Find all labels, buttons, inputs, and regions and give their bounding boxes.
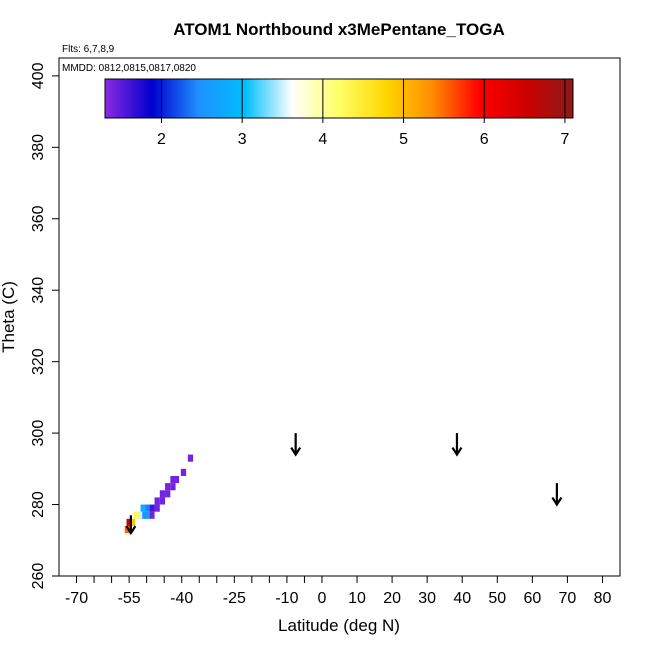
x-tick-label: 30 (418, 590, 436, 607)
heatmap-cell (133, 511, 139, 519)
heatmap-cell (159, 490, 166, 498)
heatmap-cell (170, 483, 176, 491)
heatmap-cell (170, 475, 176, 484)
heatmap-cell (130, 518, 136, 526)
x-tick-label: 10 (348, 590, 366, 607)
heatmap-cell (165, 490, 171, 498)
colorbar: 2 3 4 5 6 7 (104, 78, 574, 148)
down-arrow-icon (551, 483, 563, 507)
y-axis: 260 280 300 320 340 360 380 400 (30, 62, 59, 589)
x-tick-label: 70 (559, 590, 577, 607)
y-axis-label: Theta (C) (0, 281, 18, 353)
x-tick-label: -55 (118, 590, 141, 607)
down-arrow-icon (290, 433, 302, 457)
x-tick-label: -10 (275, 590, 298, 607)
heatmap-cell (187, 454, 194, 462)
x-tick-label: 60 (523, 590, 541, 607)
heatmap-cell (144, 504, 150, 512)
y-tick-label: 360 (30, 205, 47, 232)
heatmap-cell (137, 511, 143, 519)
x-tick-label: 40 (453, 590, 471, 607)
heatmap-cells (124, 454, 194, 534)
y-tick-label: 260 (30, 563, 47, 590)
chart-title: ATOM1 Northbound x3MePentane_TOGA (173, 20, 505, 39)
y-tick-label: 320 (30, 348, 47, 375)
heatmap-cell (180, 468, 187, 476)
heatmap-cell (149, 511, 155, 519)
y-tick-label: 340 (30, 277, 47, 304)
y-tick-label: 300 (30, 420, 47, 447)
flight-arrows (125, 433, 563, 536)
down-arrow-icon (125, 515, 137, 536)
heatmap-cell (173, 475, 180, 484)
colorbar-gradient (104, 78, 574, 119)
colorbar-tick-label: 3 (238, 131, 247, 148)
plot-frame (58, 57, 621, 577)
colorbar-tick-label: 6 (480, 131, 489, 148)
flights-note: Flts: 6,7,8,9 (62, 44, 115, 55)
x-tick-label: 20 (383, 590, 401, 607)
x-tick-label: -25 (223, 590, 246, 607)
colorbar-tick-label: 2 (157, 131, 166, 148)
x-tick-label: -70 (65, 590, 88, 607)
colorbar-tick-label: 4 (318, 131, 327, 148)
heatmap-cell (144, 511, 150, 519)
y-tick-label: 380 (30, 134, 47, 161)
heatmap-cell (154, 497, 160, 505)
x-tick-label: 50 (488, 590, 506, 607)
colorbar-tick-label: 5 (399, 131, 408, 148)
x-tick-label: -40 (170, 590, 193, 607)
x-tick-label: 0 (318, 590, 327, 607)
x-tick-label: 80 (594, 590, 612, 607)
heatmap-cell (149, 504, 155, 512)
heatmap-cell (159, 497, 166, 505)
heatmap-cell (165, 483, 171, 491)
heatmap-cell (140, 504, 146, 512)
y-tick-label: 400 (30, 62, 47, 89)
down-arrow-icon (451, 433, 463, 457)
dates-note: MMDD: 0812,0815,0817,0820 (62, 63, 196, 74)
x-axis: -70 -55 -40 -25 -10 0 10 20 30 40 50 60 70 80 (65, 576, 612, 607)
heatmap-cell (154, 504, 160, 512)
x-axis-label: Latitude (deg N) (278, 616, 400, 635)
y-tick-label: 280 (30, 491, 47, 518)
heatmap-cell (126, 518, 132, 526)
heatmap-cell (140, 511, 146, 519)
colorbar-tick-label: 7 (560, 131, 569, 148)
